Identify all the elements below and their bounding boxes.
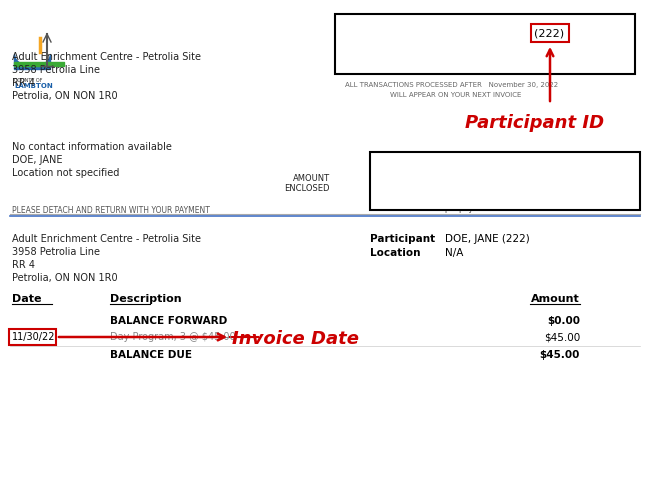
Text: Location: Location — [370, 248, 421, 258]
Text: Adult Enrichment Centre - Petrolia Site: Adult Enrichment Centre - Petrolia Site — [12, 52, 201, 62]
Text: Adult Enrichment Centre - Petrolia Site: Adult Enrichment Centre - Petrolia Site — [12, 234, 201, 244]
Text: COUNTY OF: COUNTY OF — [14, 78, 42, 83]
Text: N/A: N/A — [445, 44, 465, 54]
Text: AMOUNT
ENCLOSED: AMOUNT ENCLOSED — [285, 174, 330, 193]
Text: Day Program, 3 @ $45.00: Day Program, 3 @ $45.00 — [110, 332, 235, 342]
Text: N/A: N/A — [445, 248, 463, 258]
Text: ALL TRANSACTIONS PROCESSED AFTER   November 30, 2022: ALL TRANSACTIONS PROCESSED AFTER Novembe… — [345, 82, 558, 88]
Text: RR 4: RR 4 — [12, 78, 35, 88]
Bar — [9, 329, 56, 345]
FancyArrowPatch shape — [547, 50, 553, 101]
Text: Location:: Location: — [343, 44, 401, 54]
Text: DOE, JANE: DOE, JANE — [12, 155, 62, 165]
Text: Description: Description — [110, 294, 181, 304]
Text: (222): (222) — [534, 28, 564, 38]
Text: Participant:: Participant: — [343, 28, 416, 38]
Text: 11/30/22: 11/30/22 — [12, 332, 55, 342]
Text: DOE, JANE: DOE, JANE — [445, 28, 502, 38]
Text: $45.00: $45.00 — [544, 332, 580, 342]
Text: Petrolia, ON NON 1R0: Petrolia, ON NON 1R0 — [12, 273, 118, 283]
Text: Invoice Date: Invoice Date — [232, 330, 359, 348]
Text: Amount: Amount — [531, 294, 580, 304]
Text: WILL APPEAR ON YOUR NEXT INVOICE: WILL APPEAR ON YOUR NEXT INVOICE — [390, 92, 521, 98]
Text: RR 4: RR 4 — [12, 260, 35, 270]
Bar — [335, 14, 635, 74]
Text: No contact information available: No contact information available — [12, 142, 172, 152]
Text: 3958 Petrolia Line: 3958 Petrolia Line — [12, 65, 100, 75]
Text: Participant ID: Participant ID — [465, 114, 604, 132]
Text: Please make cheque payable to:AECP: Please make cheque payable to:AECP — [378, 204, 522, 213]
Text: Location not specified: Location not specified — [12, 168, 120, 178]
Text: PLEASE DETACH AND RETURN WITH YOUR PAYMENT: PLEASE DETACH AND RETURN WITH YOUR PAYME… — [12, 206, 210, 215]
Bar — [531, 24, 569, 42]
Text: $: $ — [378, 190, 386, 203]
Text: LAMBTON: LAMBTON — [14, 83, 53, 89]
Text: 3958 Petrolia Line: 3958 Petrolia Line — [12, 247, 100, 257]
Text: DOE, JANE (222): DOE, JANE (222) — [445, 234, 530, 244]
Text: $0.00: $0.00 — [547, 316, 580, 326]
Bar — [370, 152, 640, 210]
Text: BALANCE FORWARD: BALANCE FORWARD — [110, 316, 228, 326]
Text: Petrolia, ON NON 1R0: Petrolia, ON NON 1R0 — [12, 91, 118, 101]
Text: Date: Date — [12, 294, 42, 304]
FancyArrowPatch shape — [58, 334, 224, 340]
Text: Participant: Participant — [370, 234, 435, 244]
Text: BALANCE DUE: BALANCE DUE — [110, 350, 192, 360]
Text: $45.00: $45.00 — [540, 350, 580, 360]
